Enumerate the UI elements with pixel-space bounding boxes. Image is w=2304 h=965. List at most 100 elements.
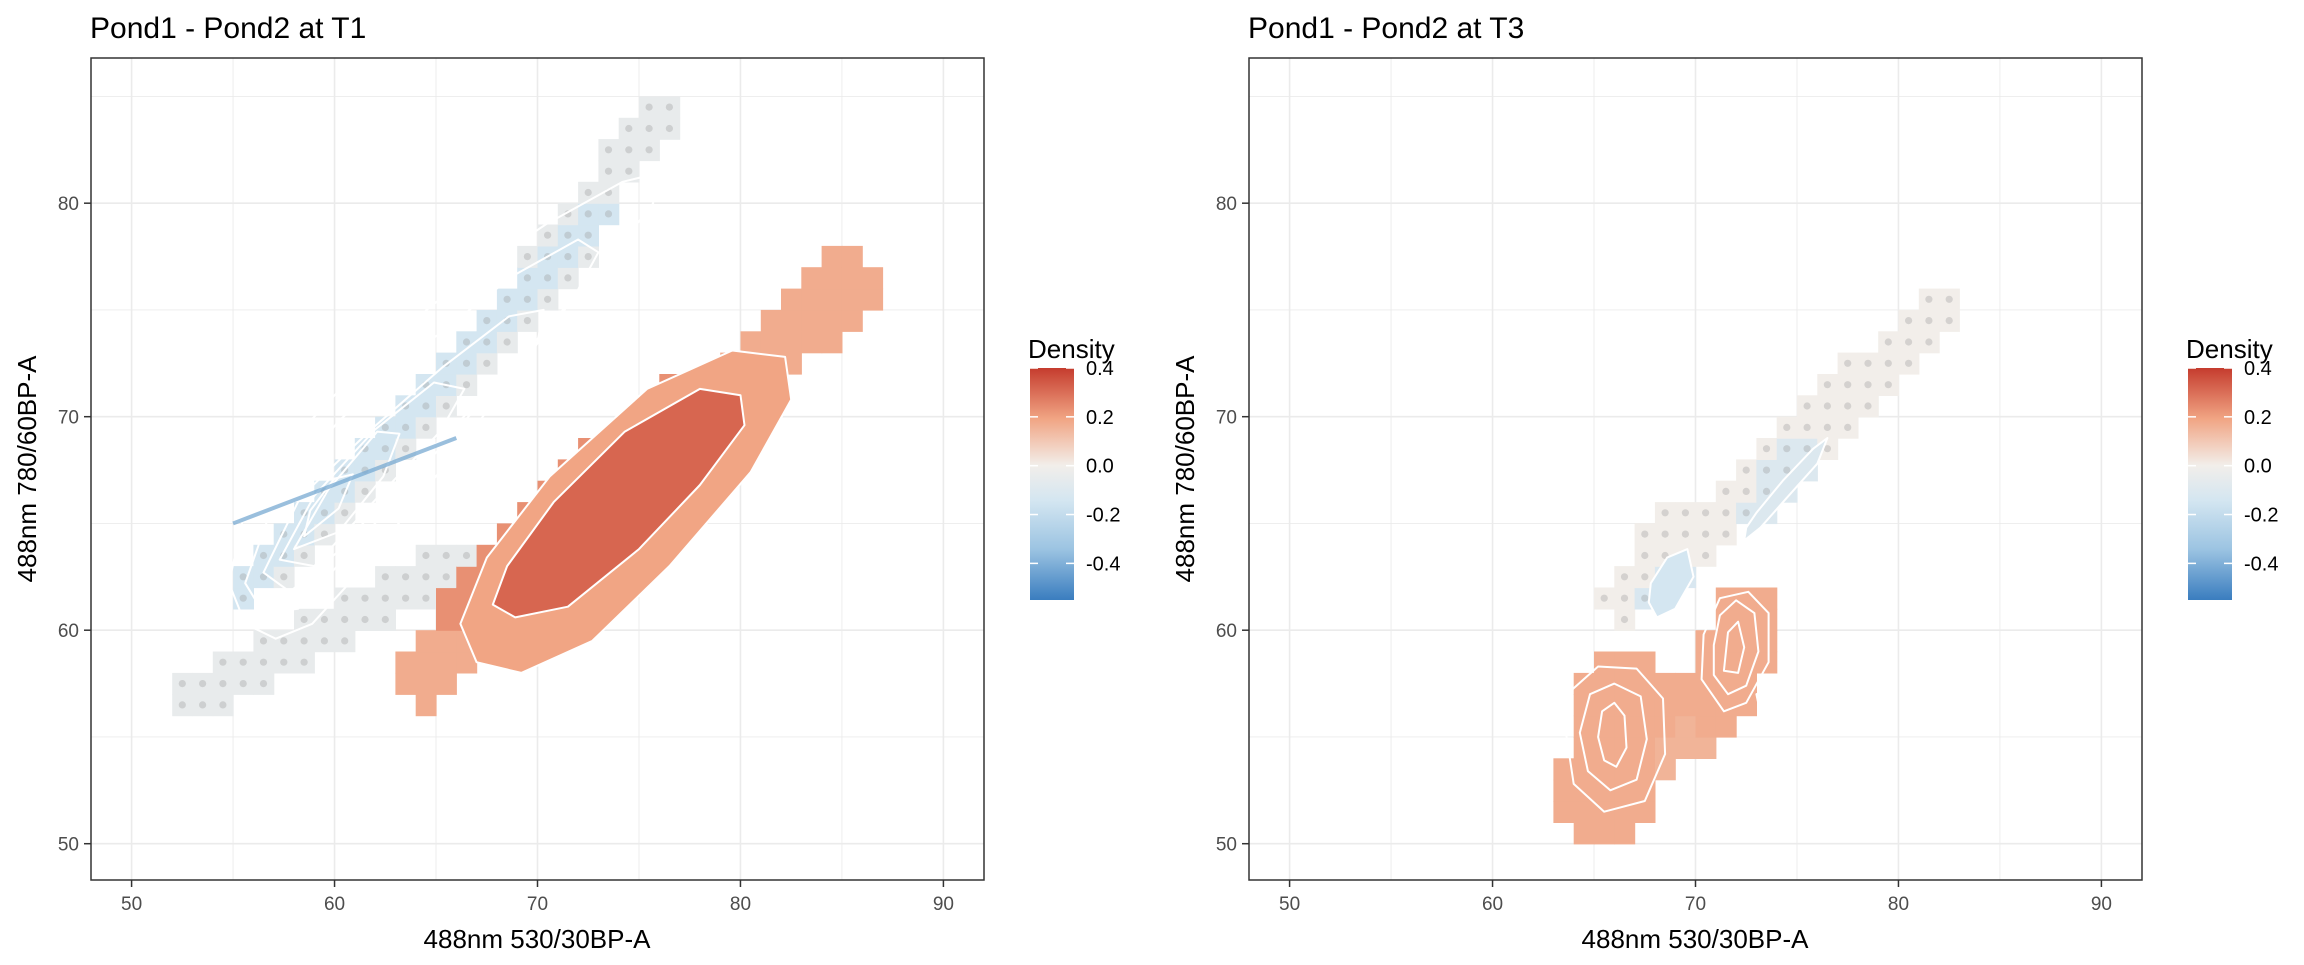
density-cell — [395, 587, 417, 610]
density-cell — [1857, 395, 1879, 418]
density-cell — [456, 544, 478, 567]
density-point — [1742, 509, 1750, 517]
density-point — [625, 146, 633, 154]
density-cell — [841, 245, 863, 268]
density-point — [361, 594, 369, 602]
density-cell — [1634, 694, 1656, 717]
density-point — [1742, 487, 1750, 495]
density-point — [462, 551, 471, 560]
density-point — [1681, 530, 1689, 538]
legend: Density 0.4 0.2 0.0 -0.2 -0.4 — [1028, 334, 1120, 600]
density-point — [544, 295, 552, 303]
density-cell — [1756, 587, 1778, 610]
x-tick-label: 80 — [730, 894, 751, 915]
x-tick-label: 70 — [1685, 894, 1706, 915]
density-point — [1600, 594, 1608, 602]
density-point — [361, 487, 369, 495]
density-point — [1641, 551, 1649, 560]
density-point — [625, 124, 633, 133]
x-tick-label: 90 — [933, 894, 954, 915]
contour-lines — [228, 174, 793, 674]
contour-line — [1712, 599, 1760, 696]
density-point — [300, 551, 308, 560]
density-point — [259, 551, 268, 560]
density-cell — [517, 288, 539, 311]
density-point — [1844, 423, 1852, 431]
density-point — [178, 701, 186, 709]
density-point — [544, 231, 552, 239]
density-cell — [395, 416, 417, 439]
contour-line — [228, 174, 655, 640]
x-tick-label: 60 — [1482, 894, 1503, 915]
density-point — [280, 658, 288, 666]
density-cell — [415, 630, 437, 653]
density-cell — [517, 267, 539, 290]
density-point — [604, 167, 613, 175]
density-cell — [1654, 715, 1676, 738]
density-point — [381, 445, 389, 453]
legend-tick-label: 0.0 — [2244, 456, 2272, 478]
density-point — [1945, 295, 1953, 303]
density-cell — [375, 587, 396, 610]
density-cell — [517, 309, 539, 332]
density-cell — [1634, 544, 1656, 567]
density-cell — [1614, 651, 1636, 674]
density-cell — [354, 438, 376, 460]
density-point — [604, 210, 613, 218]
density-cell — [841, 309, 863, 332]
density-point — [219, 680, 227, 688]
density-point — [665, 103, 674, 111]
density-point — [259, 680, 268, 688]
density-cell — [821, 331, 843, 354]
density-cell — [415, 672, 437, 695]
density-cell — [1695, 715, 1717, 738]
density-cell — [172, 694, 194, 717]
density-cell — [436, 544, 457, 567]
density-point — [1864, 359, 1872, 367]
legend-colorbar — [1030, 368, 1074, 600]
density-cell — [212, 694, 234, 717]
density-streak — [232, 436, 458, 526]
density-cell — [212, 672, 234, 695]
density-point — [645, 103, 653, 111]
density-point — [1864, 402, 1872, 410]
density-point — [219, 658, 227, 666]
density-cell — [1797, 395, 1818, 418]
density-cell — [659, 117, 681, 140]
density-cell — [1878, 374, 1900, 396]
density-cell — [639, 96, 660, 119]
density-point — [1803, 423, 1811, 431]
density-cell — [1837, 352, 1859, 375]
y-tick-label: 50 — [1216, 835, 1237, 856]
density-point — [422, 594, 430, 602]
panel-t1: Pond1 - Pond2 at T1 50 60 70 80 90 50607080 … — [12, 12, 1120, 954]
contour-line — [1743, 437, 1829, 542]
density-point — [1884, 359, 1892, 367]
density-cell — [1573, 737, 1595, 759]
density-cell — [192, 672, 214, 695]
density-cell — [821, 288, 843, 311]
density-cell — [801, 331, 823, 354]
density-cell — [456, 651, 478, 674]
contour-line — [1647, 548, 1695, 619]
density-point — [320, 509, 328, 517]
legend-tick-label: 0.2 — [2244, 407, 2272, 429]
density-cell — [233, 672, 254, 695]
density-point — [1620, 573, 1629, 581]
contour-lines — [1564, 437, 1829, 813]
contour-fill — [1648, 549, 1694, 618]
density-cell — [557, 245, 579, 268]
density-point — [442, 402, 450, 410]
x-tick-label: 90 — [2091, 894, 2112, 915]
density-cell — [192, 694, 214, 717]
density-cell — [598, 139, 620, 162]
contour-line — [303, 473, 354, 538]
density-cell — [1939, 309, 1960, 332]
y-axis-label: 488nm 780/60BP-A — [12, 355, 42, 583]
density-point — [1823, 402, 1831, 410]
density-cell — [415, 416, 437, 439]
density-point — [645, 124, 653, 133]
chart-title: Pond1 - Pond2 at T3 — [1248, 12, 1524, 45]
y-axis-ticks: 50 60 70 80 — [1216, 194, 1249, 856]
